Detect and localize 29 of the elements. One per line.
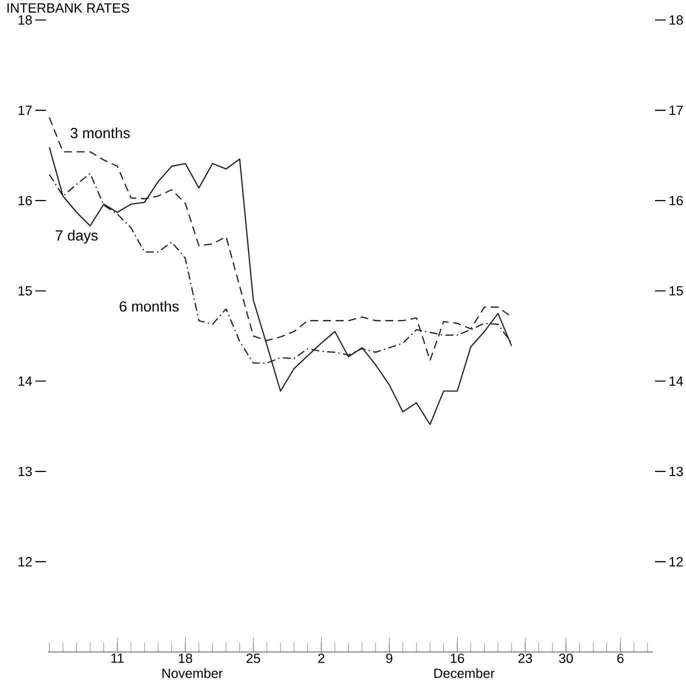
x-tick-label: 18 <box>178 654 192 664</box>
x-tick-label: 23 <box>518 654 532 664</box>
y2-tick-label: 12 <box>670 557 683 566</box>
y2-tick-label: 13 <box>670 466 683 476</box>
y2-tick-label: 16 <box>670 196 683 206</box>
chart-title: INTERBANK RATES <box>8 3 130 13</box>
x-tick-label: 9 <box>386 654 392 664</box>
y-tick-label: 13 <box>18 466 32 476</box>
y-tick-label: 14 <box>18 376 32 386</box>
y-tick-label: 16 <box>18 196 32 206</box>
text: December <box>434 668 495 678</box>
y2-tick-label: 15 <box>670 286 683 296</box>
y2-tick-label: 18 <box>670 15 683 25</box>
series-label: 6 months <box>120 300 179 312</box>
y-tick-label: 15 <box>18 286 32 296</box>
x-tick-label: 25 <box>246 654 260 664</box>
series-label: 3 months <box>70 127 130 138</box>
y-tick-label: 12 <box>18 557 32 566</box>
text: November <box>162 668 223 678</box>
y2-tick-label: 14 <box>670 376 684 386</box>
x-tick-label: 2 <box>318 654 324 663</box>
x-tick-label: 30 <box>559 654 573 664</box>
y-tick-label: 17 <box>18 106 32 115</box>
y2-tick-label: 17 <box>670 106 683 115</box>
x-tick-label: 11 <box>111 654 124 663</box>
x-tick-label: 6 <box>617 654 624 664</box>
series-label: 7 days <box>56 230 98 244</box>
y-tick-label: 18 <box>18 15 32 25</box>
x-tick-label: 16 <box>450 654 464 664</box>
